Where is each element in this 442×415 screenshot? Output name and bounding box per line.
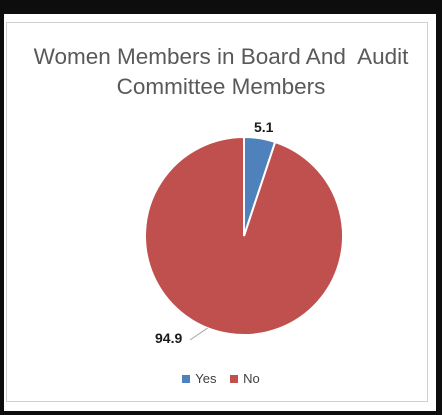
legend-label-no: No bbox=[243, 371, 260, 386]
legend: Yes No bbox=[0, 371, 442, 386]
chart-area-border bbox=[6, 22, 428, 402]
leader-line-no bbox=[189, 327, 208, 341]
legend-item-yes: Yes bbox=[182, 371, 216, 386]
data-label-yes: 5.1 bbox=[254, 119, 274, 135]
legend-swatch-no bbox=[230, 375, 239, 383]
pie-slice-no bbox=[144, 135, 344, 336]
chart-title-line-1: Women Members in Board And Audit bbox=[33, 44, 409, 69]
data-label-no: 94.9 bbox=[155, 330, 182, 346]
legend-swatch-yes bbox=[182, 375, 191, 383]
chart-title: Women Members in Board And Audit Committ… bbox=[6, 42, 436, 102]
legend-item-no: No bbox=[230, 371, 260, 386]
chart-title-line-2: Committee Members bbox=[116, 74, 326, 99]
legend-label-yes: Yes bbox=[195, 371, 217, 386]
